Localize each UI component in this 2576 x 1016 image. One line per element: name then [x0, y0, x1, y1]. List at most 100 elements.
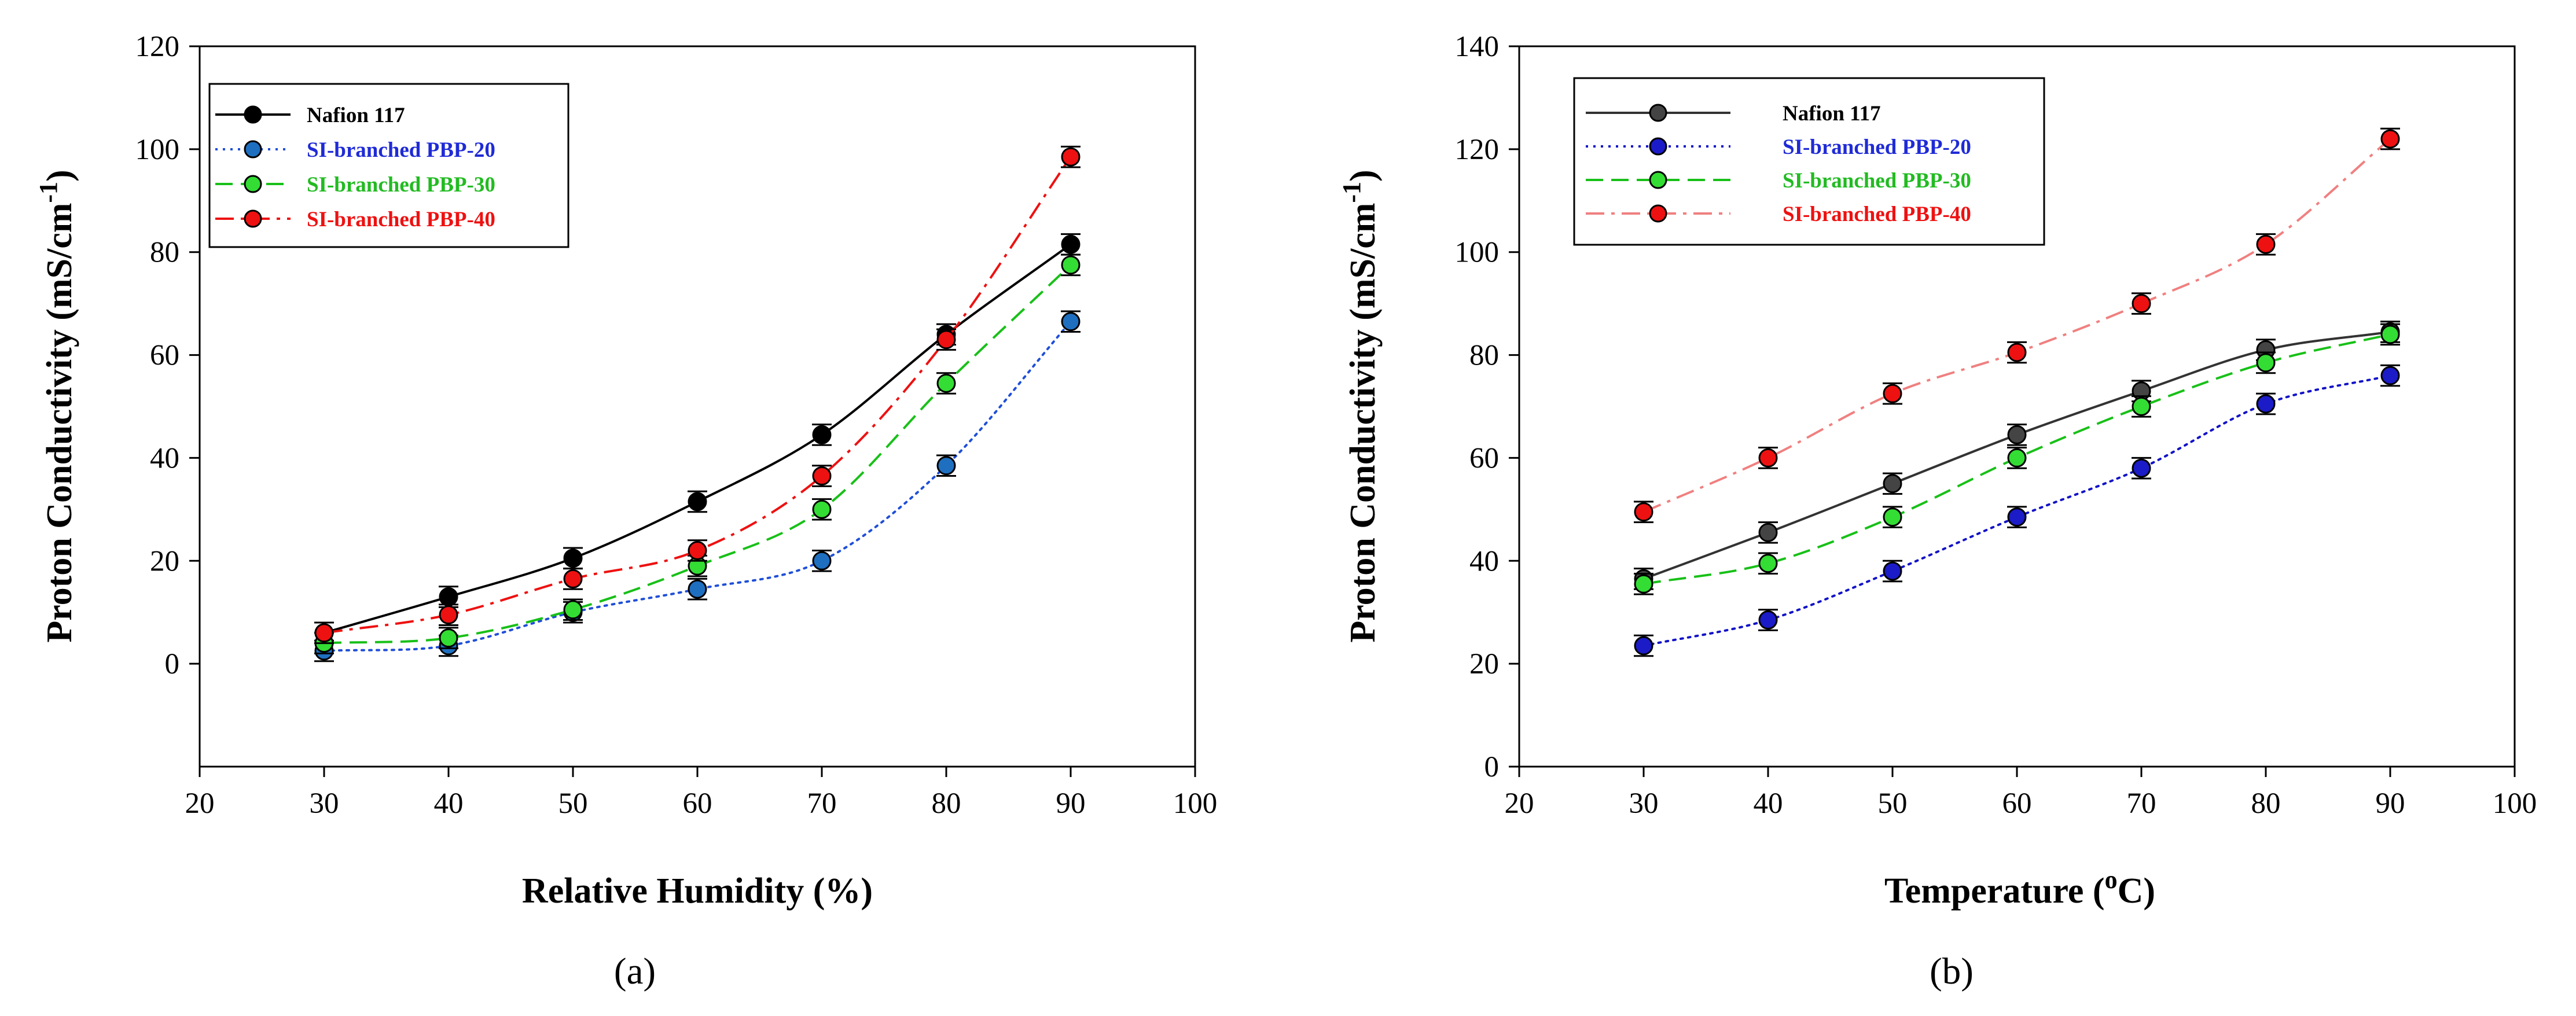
y-tick-b: 120 — [1455, 134, 1519, 166]
data-point — [2007, 425, 2027, 444]
legend-label: SI-branched PBP-40 — [1783, 203, 1971, 226]
data-point — [2007, 507, 2027, 527]
x-tick-a: 80 — [932, 767, 961, 820]
x-tick-a: 70 — [807, 767, 837, 820]
series-marks-a — [314, 145, 1081, 662]
series-line — [324, 156, 1072, 634]
x-tick-a: 40 — [434, 767, 464, 820]
data-point — [2256, 394, 2276, 414]
legend-entry: SI-branched PBP-20 — [215, 138, 495, 162]
data-point — [2380, 325, 2400, 344]
data-point — [2007, 343, 2027, 362]
y-axis-title-b: Proton Conductivity (mS/cm-1) — [1337, 170, 1383, 642]
y-tick-label: 60 — [150, 340, 179, 372]
data-point — [1061, 255, 1081, 275]
data-point — [439, 628, 458, 648]
data-point — [812, 499, 832, 519]
legend-entry: SI-branched PBP-30 — [1586, 169, 1971, 193]
x-tick-b: 40 — [1754, 767, 1783, 820]
panel-label-b: (b) — [1930, 951, 1974, 992]
x-tick-b: 30 — [1629, 767, 1659, 820]
series-line — [323, 320, 1072, 652]
data-point — [439, 605, 458, 625]
y-tick-b: 140 — [1455, 31, 1519, 63]
legend-swatch-marker — [1649, 104, 1667, 122]
legend-swatch-marker — [244, 105, 262, 124]
data-point — [688, 492, 707, 511]
y-tick-label: 80 — [150, 237, 179, 269]
data-point — [688, 541, 707, 560]
y-tick-label: 0 — [1484, 751, 1500, 783]
y-tick-label: 100 — [1455, 237, 1500, 269]
panel-label-a: (a) — [614, 951, 656, 992]
legend-entry: SI-branched PBP-40 — [215, 208, 495, 231]
y-tick-a: 100 — [135, 134, 200, 166]
legend-label: SI-branched PBP-20 — [307, 138, 495, 162]
data-point — [2132, 294, 2151, 314]
data-point — [1883, 474, 1902, 494]
x-tick-label: 80 — [932, 787, 961, 820]
y-tick-label: 0 — [165, 648, 180, 680]
x-tick-b: 90 — [2376, 767, 2405, 820]
series-b-4 — [1634, 127, 2400, 524]
data-point — [2380, 366, 2400, 385]
panel-a: 20 30 40 50 60 70 80 90 100 0 20 40 60 80 100 120 Nafio… — [34, 31, 1217, 992]
x-tick-a: 50 — [558, 767, 588, 820]
x-tick-label: 90 — [2376, 787, 2405, 820]
y-tick-a: 120 — [135, 31, 200, 63]
y-tick-label: 80 — [1469, 340, 1499, 372]
legend-entry: SI-branched PBP-20 — [1586, 135, 1971, 159]
data-point — [1758, 554, 1778, 573]
y-axis-title-a: Proton Conductivity (mS/cm-1) — [34, 170, 79, 642]
y-tick-a: 40 — [150, 442, 200, 474]
legend-swatch-marker — [244, 209, 262, 228]
y-tick-label: 20 — [150, 545, 179, 577]
y-tick-a: 20 — [150, 545, 200, 577]
data-point — [2380, 129, 2400, 149]
y-tick-label: 40 — [150, 442, 179, 474]
x-tick-label: 20 — [1505, 787, 1534, 820]
legend-label: SI-branched PBP-30 — [1783, 169, 1971, 193]
legend-swatch-marker — [1649, 137, 1667, 156]
x-tick-label: 40 — [1754, 787, 1783, 820]
series-a-4 — [314, 145, 1081, 645]
legend-label: SI-branched PBP-30 — [307, 173, 495, 197]
x-tick-a: 60 — [683, 767, 712, 820]
data-point — [1061, 312, 1081, 332]
data-point — [936, 373, 956, 393]
legend-items-a: Nafion 117 SI-branched PBP-20 SI-branched … — [215, 104, 495, 231]
data-point — [439, 587, 458, 607]
y-tick-label: 60 — [1469, 442, 1499, 474]
data-point — [1758, 610, 1778, 630]
legend-swatch-marker — [244, 175, 262, 193]
data-point — [2132, 397, 2151, 416]
x-tick-label: 30 — [1629, 787, 1659, 820]
data-point — [936, 330, 956, 349]
x-tick-a: 20 — [185, 767, 215, 820]
legend-label: Nafion 117 — [307, 104, 405, 127]
y-tick-b: 40 — [1469, 545, 1519, 577]
y-tick-b: 0 — [1484, 751, 1519, 783]
x-tick-b: 50 — [1878, 767, 1908, 820]
data-point — [1061, 234, 1081, 254]
legend-swatch-marker — [1649, 171, 1667, 189]
data-point — [1758, 522, 1778, 542]
legend-entry: SI-branched PBP-30 — [215, 173, 495, 197]
legend-entry: Nafion 117 — [215, 104, 405, 127]
data-point — [1634, 502, 1653, 522]
x-tick-b: 70 — [2127, 767, 2156, 820]
x-axis-title-a: Relative Humidity (%) — [522, 871, 873, 911]
data-point — [2132, 458, 2151, 478]
legend-swatch-marker — [1649, 204, 1667, 223]
data-point — [812, 466, 832, 486]
x-tick-label: 50 — [1878, 787, 1908, 820]
legend-a: Nafion 117 SI-branched PBP-20 SI-branched … — [208, 83, 569, 248]
data-point — [563, 600, 583, 620]
y-tick-a: 80 — [150, 237, 200, 269]
legend-entry: SI-branched PBP-40 — [1586, 203, 1971, 226]
x-tick-label: 30 — [310, 787, 339, 820]
x-tick-label: 100 — [1173, 787, 1218, 820]
legend-label: SI-branched PBP-20 — [1783, 135, 1971, 159]
